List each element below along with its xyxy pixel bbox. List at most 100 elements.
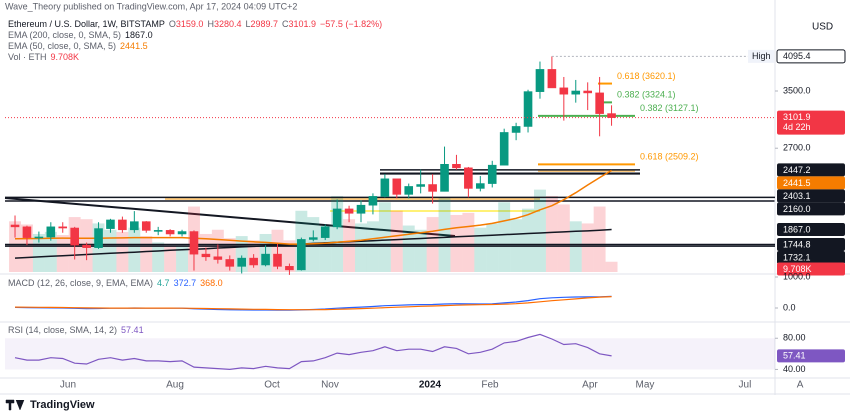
candle-body [487,164,497,184]
legend-name: RSI (14, close, SMA, 14, 2) [8,325,117,335]
currency: USD [812,22,833,33]
candle-body [130,221,139,231]
candle-body [392,178,402,195]
y-tick-label: 2700.0 [783,143,811,153]
level-tag-box [777,202,845,216]
candle-body [535,69,545,92]
ema50-legend: EMA (50, close, 0, SMA, 5) 2441.5 [8,41,148,51]
volume-bar [605,261,618,272]
fib-label: 0.382 (3324.1) [617,90,676,100]
candle-body [285,266,294,271]
volume-bar [438,198,451,272]
x-tick-label: 2024 [419,380,442,391]
legend-value: 372.7 [174,278,197,288]
volume-bar [223,238,236,272]
volume-bar [414,229,427,272]
x-tick-label: Aug [166,380,184,391]
level-tag-box [777,163,845,177]
ema-tag-box [777,176,845,190]
candle-body [273,253,282,267]
x-tick-label: May [636,380,655,391]
volume-bar [557,204,570,272]
volume-bar [128,227,141,272]
ohlc-value: 3101.9 [289,19,317,29]
candle-body [201,253,211,258]
candle-body [356,204,366,214]
x-tick-label: Apr [582,380,598,391]
price-tag-box [777,110,845,135]
volume-bar [331,195,344,272]
ema-tag: 2441.5 [783,178,811,188]
legend-value: 9.708K [51,52,80,62]
level-tag-box [777,237,845,251]
volume-bar [498,202,511,272]
legend-name: MACD (12, 26, close, 9, EMA, EMA) [8,278,153,288]
volume-bar [522,208,535,272]
candle-body [344,208,354,214]
candle-body [118,219,127,231]
level-tag: 2160.0 [783,204,811,214]
volume-bar [319,225,332,272]
candle-body [440,164,449,192]
high-tag: High [752,51,771,61]
x-tick-label: Oct [264,380,280,391]
volume-bar [390,210,403,272]
symbol-legend: Ethereum / U.S. Dollar, 1W, BITSTAMP O315… [8,19,382,29]
legend-value: 2441.5 [120,41,148,51]
rsi-tag-box [777,349,845,363]
rsi-tag: 57.41 [783,351,806,361]
candle-body [153,230,163,232]
publisher: Wave_Theory published on TradingView.com… [5,1,297,11]
volume-bar [450,214,463,272]
legend-name: Vol · ETH [8,52,47,62]
price-tag: 3101.9 [783,112,811,122]
indicator-line [14,296,612,311]
volume-bar [235,236,248,272]
candle-body [297,239,306,271]
ohlc-key: L [245,19,250,29]
volume-bar [152,242,165,272]
legend-value: 368.0 [200,278,223,288]
level-tag: 1732.1 [783,252,811,262]
candle-body [106,219,115,229]
candle-body [404,186,414,195]
ohlc-value: 3159.0 [176,19,204,29]
candle-body [511,126,521,133]
candle-body [499,132,509,166]
volume-bar [355,223,367,272]
candle-body [22,226,32,238]
volume-bar [534,189,546,272]
volume-bar [20,224,33,272]
high-tag-box [748,49,774,63]
fib-label: 0.382 (3127.1) [640,103,699,113]
level-tag: 2403.1 [783,191,811,201]
volume-bar [104,229,117,272]
legend-value: 1867.0 [125,30,153,40]
legend-name: EMA (50, close, 0, SMA, 5) [8,41,116,51]
legend-value: 57.41 [121,325,144,335]
fib-label: 0.618 (2509.2) [640,152,699,162]
candle-body [308,237,318,240]
rsi-legend: RSI (14, close, SMA, 14, 2) 57.41 [8,325,144,335]
ohlc-key: H [207,19,214,29]
volume-legend: Vol · ETH 9.708K [8,52,79,62]
volume-bar [462,212,475,272]
volume-bar [164,245,177,272]
candle-body [559,87,569,95]
volume-bar [593,206,606,272]
legend-value: 4.7 [157,278,170,288]
volume-tag: 9.708K [783,264,812,274]
candle-body [141,221,151,231]
candle-body [583,90,592,94]
y-tick-label: 3500.0 [783,85,811,95]
level-tag: 2447.2 [783,165,811,175]
candle-body [368,196,378,206]
candle-body [595,92,604,114]
volume-bar [474,227,487,272]
high-value: 4095.4 [783,51,811,61]
ohlc-key: O [169,19,176,29]
logo [5,399,25,411]
x-tick-label: Jul [739,380,752,391]
